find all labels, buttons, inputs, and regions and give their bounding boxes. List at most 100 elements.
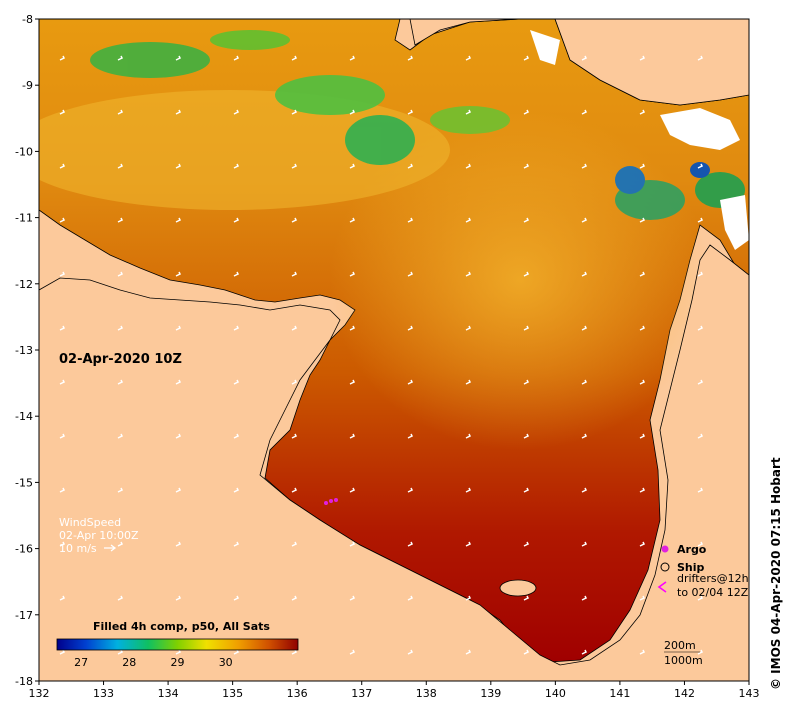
lat-tick-label: -9 [22,79,33,92]
wind-arrow [59,325,66,331]
wind-arrow [581,433,588,439]
wind-arrow [581,109,588,115]
lat-tick-label: -8 [22,13,33,26]
wind-arrow [407,271,414,277]
drifters-label-2: to 02/04 12Z [677,586,749,599]
depth-1000m: 1000m [664,654,703,667]
wind-arrow [697,433,704,439]
wind-arrow [233,163,240,169]
wind-arrow [59,433,66,439]
wind-arrow [523,379,530,385]
wind-arrow [581,271,588,277]
wind-arrow [59,541,66,547]
wind-arrow [523,163,530,169]
colorbar-ramp [56,638,299,651]
wind-arrow [465,55,472,61]
lat-tick-label: -18 [15,675,33,688]
wind-arrow [117,487,124,493]
wind-arrow [581,55,588,61]
wind-arrow [233,325,240,331]
wind-arrow [407,487,414,493]
wind-arrow [407,595,414,601]
wind-arrow [59,379,66,385]
wind-arrow [291,541,298,547]
wind-arrow [175,55,182,61]
warm-plume [330,110,710,450]
axis-ticks: 132 133 134 135 136 137 138 139 140 141 142 143 -8 -9… [15,13,759,700]
wind-scale-arrow [104,544,117,552]
depth-200m: 200m [664,639,696,652]
wind-arrow [697,109,704,115]
wind-arrow [523,217,530,223]
colorbar: Filled 4h comp, p50, All Sats 27 28 29 30 [56,620,299,669]
wind-arrow [349,109,356,115]
wind-arrow [639,487,646,493]
wind-arrow [59,649,66,655]
wind-arrow [349,541,356,547]
argo-floats [324,498,338,505]
wind-arrow [233,649,240,655]
lon-tick-label: 138 [416,687,437,700]
wind-arrow [407,163,414,169]
wind-arrow [117,109,124,115]
wind-arrow [523,595,530,601]
wind-arrow [291,487,298,493]
wind-arrow [581,487,588,493]
wind-arrow [697,325,704,331]
wind-arrow [349,595,356,601]
wind-arrow [233,271,240,277]
wind-arrow [407,325,414,331]
wind-arrow [59,217,66,223]
argo-symbol [661,545,669,553]
wind-arrow [349,55,356,61]
wind-arrow [639,271,646,277]
wind-arrow [465,217,472,223]
drifters-label-1: drifters@12h [677,572,749,585]
wind-arrow [349,433,356,439]
wind-arrow [697,271,704,277]
wind-arrow [465,541,472,547]
wind-arrow [523,433,530,439]
wind-arrow [639,325,646,331]
wind-arrow [117,55,124,61]
wind-arrow [349,325,356,331]
wind-arrow [117,595,124,601]
wind-arrow [581,379,588,385]
wind-arrow [639,649,646,655]
wind-arrow [117,379,124,385]
lon-tick-label: 133 [93,687,114,700]
cloud-gaps [530,30,749,250]
wind-arrow [349,649,356,655]
drifter-symbol [657,581,667,593]
wind-arrow [349,487,356,493]
credit-label: © IMOS 04-Apr-2020 07:15 Hobart [769,457,783,690]
wind-arrow [465,325,472,331]
lon-tick-label: 141 [609,687,630,700]
lon-tick-label: 134 [158,687,179,700]
colorbar-tick-label: 27 [74,656,88,669]
wind-arrow [175,217,182,223]
wind-arrow [117,433,124,439]
wind-arrow [117,163,124,169]
wind-arrow [697,163,704,169]
wind-arrow [59,55,66,61]
wind-arrow [233,595,240,601]
wind-arrow [465,379,472,385]
wind-arrow [175,649,182,655]
date-label: 02-Apr-2020 10Z [59,352,182,367]
wind-legend-scale: 10 m/s [59,542,97,555]
wind-arrow [59,163,66,169]
lat-tick-label: -13 [15,344,33,357]
wind-arrow [639,109,646,115]
wind-arrow [407,433,414,439]
colorbar-tick-label: 30 [219,656,233,669]
wind-arrow [233,379,240,385]
lon-tick-label: 136 [287,687,308,700]
symbols-legend: Argo Ship drifters@12h to 02/04 12Z [657,543,749,599]
wind-arrow [291,55,298,61]
lat-tick-label: -10 [15,145,33,158]
wind-arrow [291,163,298,169]
wind-arrow [117,541,124,547]
wind-arrow [291,595,298,601]
wind-arrow [291,271,298,277]
